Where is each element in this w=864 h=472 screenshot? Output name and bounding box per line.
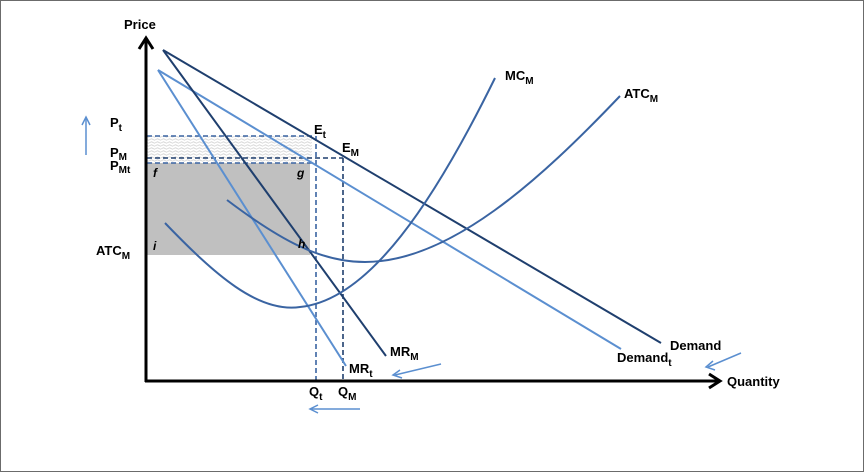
x-axis-arrowhead — [708, 372, 723, 390]
pm-label: PM — [110, 145, 127, 163]
em-label: EM — [342, 140, 359, 159]
profit-area — [147, 163, 310, 255]
y-axis-arrowhead — [137, 35, 155, 50]
mc-label: MCM — [505, 68, 534, 87]
point-g-label: g — [296, 166, 305, 180]
price-up-arrowhead — [81, 115, 91, 126]
mr-t-label: MRt — [349, 361, 373, 380]
atcm-label: ATCM — [96, 243, 130, 262]
qm-label: QM — [338, 384, 356, 403]
demand-curve — [162, 49, 662, 344]
demand-shift-arrow — [707, 352, 742, 368]
point-i-label: i — [153, 239, 157, 253]
shift-arrows — [81, 115, 742, 414]
axes — [137, 35, 723, 390]
x-axis-title: Quantity — [727, 374, 780, 389]
pt-label: Pt — [110, 115, 123, 134]
y-axis-title: Price — [124, 17, 156, 32]
mc-curve — [164, 77, 496, 309]
demand-t-label: Demandt — [617, 350, 672, 369]
point-f-label: f — [153, 166, 158, 180]
point-h-label: h — [298, 237, 305, 251]
demand-t-curve — [157, 69, 622, 350]
et-label: Et — [314, 122, 327, 141]
qt-label: Qt — [309, 384, 323, 403]
demand-shift-arrowhead — [704, 360, 716, 371]
mr-m-curve — [162, 49, 387, 357]
mr-shift-arrowhead — [391, 369, 403, 379]
demand-label: Demand — [670, 338, 721, 353]
mr-m-label: MRM — [390, 344, 419, 363]
pmt-label: PMt — [110, 158, 131, 176]
mr-shift-arrow — [394, 363, 442, 376]
atc-label: ATCM — [624, 86, 658, 105]
quantity-left-arrowhead — [308, 404, 319, 414]
atc-curve — [226, 95, 621, 264]
